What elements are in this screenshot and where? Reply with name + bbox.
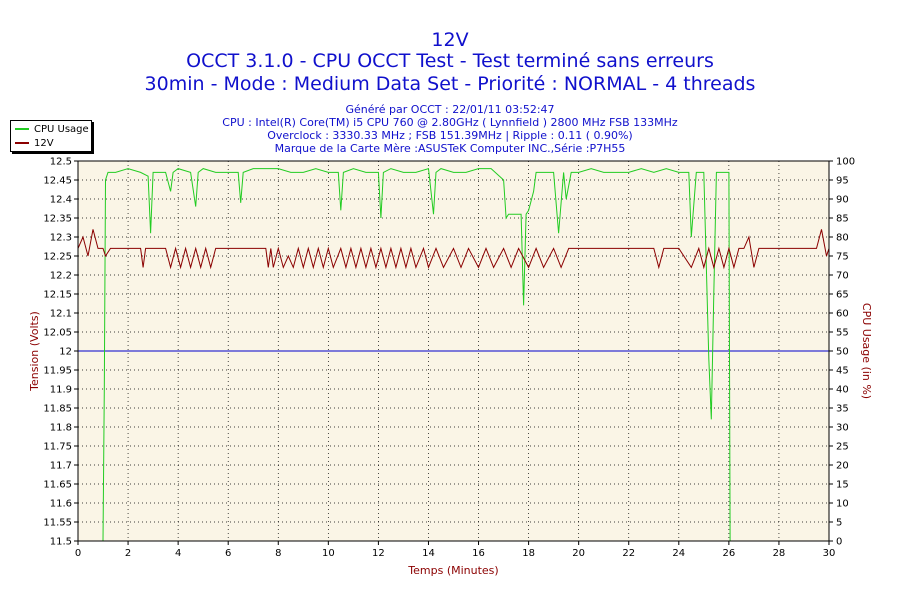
y2-tick-label: 30 [836,423,849,434]
y2-tick-label: 60 [836,309,849,320]
x-tick-label: 22 [622,548,635,559]
x-tick-label: 30 [823,548,836,559]
cpu-info: CPU : Intel(R) Core(TM) i5 CPU 760 @ 2.8… [222,116,678,129]
generated-info: Généré par OCCT : 22/01/11 03:52:47 [345,103,555,116]
series-line-cpu-usage [102,167,731,542]
y-tick-label: 11.9 [50,385,72,396]
y-tick-label: 11.7 [50,461,72,472]
y2-tick-label: 15 [836,480,849,491]
x-axis-label: Temps (Minutes) [407,564,498,577]
y2-tick-label: 65 [836,290,849,301]
motherboard-info: Marque de la Carte Mère :ASUSTeK Compute… [274,142,626,155]
legend-label-12v: 12V [34,137,54,149]
x-tick-label: 16 [472,548,485,559]
y2-tick-label: 5 [836,518,842,529]
y-tick-label: 12.2 [50,271,72,282]
y-tick-label: 11.85 [43,404,72,415]
y-tick-label: 11.75 [43,442,72,453]
legend-label-cpu-usage: CPU Usage [34,123,89,135]
y2-tick-label: 95 [836,176,849,187]
y2-tick-label: 20 [836,461,849,472]
y2-tick-label: 55 [836,328,849,339]
y-axis-label: Tension (Volts) [28,311,41,392]
y-tick-label: 11.8 [50,423,72,434]
y-tick-label: 12 [59,347,72,358]
y-tick-label: 11.65 [43,480,72,491]
legend-swatch-cpu-usage [15,128,29,130]
legend-item-cpu-usage: CPU Usage [15,123,89,135]
y-tick-label: 12.5 [50,157,72,168]
y2-tick-label: 25 [836,442,849,453]
legend: CPU Usage 12V [10,120,92,152]
x-tick-label: 26 [722,548,735,559]
y-tick-label: 12.1 [50,309,72,320]
y-tick-label: 12.45 [43,176,72,187]
chart-subtitle-1: OCCT 3.1.0 - CPU OCCT Test - Test termin… [186,50,714,72]
y2-tick-label: 45 [836,366,849,377]
series-line-12v [77,229,830,270]
x-tick-label: 20 [572,548,585,559]
y2-tick-label: 100 [836,157,855,168]
x-tick-label: 18 [522,548,535,559]
x-tick-label: 12 [372,548,385,559]
x-tick-label: 14 [422,548,435,559]
legend-item-12v: 12V [15,137,54,149]
y-tick-label: 12.25 [43,252,72,263]
y-tick-label: 11.5 [50,537,72,548]
y2-tick-label: 80 [836,233,849,244]
y2-tick-label: 75 [836,252,849,263]
y-tick-label: 11.95 [43,366,72,377]
chart-subtitle-2: 30min - Mode : Medium Data Set - Priorit… [144,73,756,95]
legend-swatch-12v [15,142,29,144]
y2-tick-label: 10 [836,499,849,510]
y2-tick-label: 70 [836,271,849,282]
y2-tick-label: 40 [836,385,849,396]
x-tick-label: 8 [275,548,281,559]
y-tick-label: 11.6 [50,499,72,510]
x-tick-label: 10 [322,548,335,559]
y2-tick-label: 0 [836,537,842,548]
y-tick-label: 12.15 [43,290,72,301]
chart-title: 12V [431,29,469,51]
y-tick-label: 12.4 [50,195,72,206]
y2-tick-label: 90 [836,195,849,206]
x-tick-label: 24 [672,548,685,559]
y-tick-label: 11.55 [43,518,72,529]
overclock-info: Overclock : 3330.33 MHz ; FSB 151.39MHz … [267,129,633,142]
x-tick-label: 4 [175,548,181,559]
y2-tick-label: 85 [836,214,849,225]
y2-tick-label: 50 [836,347,849,358]
y-tick-label: 12.35 [43,214,72,225]
x-tick-label: 2 [125,548,131,559]
x-tick-label: 0 [75,548,81,559]
y2-tick-label: 35 [836,404,849,415]
y2-axis-label: CPU Usage (in %) [860,303,873,399]
y-tick-label: 12.05 [43,328,72,339]
y-tick-label: 12.3 [50,233,72,244]
x-tick-label: 6 [225,548,231,559]
x-tick-label: 28 [773,548,786,559]
